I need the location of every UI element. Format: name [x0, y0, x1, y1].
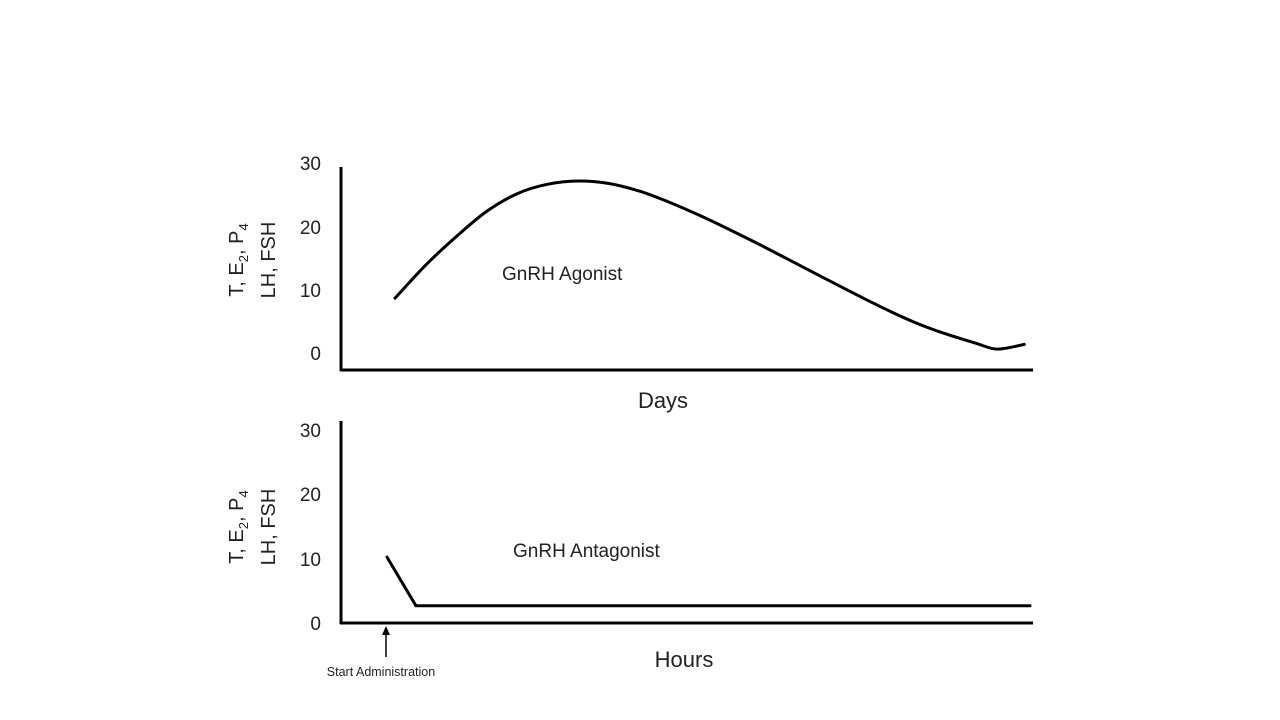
antagonist-annotation: GnRH Antagonist	[513, 541, 661, 562]
agonist-y-label: T, E2, P4 LH, FSH	[226, 222, 280, 299]
agonist-ytick-20: 20	[300, 218, 321, 239]
agonist-y-label-line2: LH, FSH	[258, 222, 280, 299]
start-administration-label: Start Administration	[327, 665, 435, 679]
antagonist-ytick-30: 30	[300, 421, 321, 442]
antagonist-y-label-line2: LH, FSH	[258, 489, 280, 566]
start-administration-arrow-icon	[382, 626, 390, 657]
antagonist-ytick-0: 0	[310, 614, 321, 635]
antagonist-ytick-10: 10	[300, 550, 321, 571]
agonist-chart: 0 10 20 30 T, E2, P4 LH, FSH GnRH Agonis…	[226, 154, 1033, 413]
agonist-ytick-0: 0	[310, 344, 321, 365]
antagonist-chart: 0 10 20 30 T, E2, P4 LH, FSH GnRH Antago…	[226, 421, 1033, 679]
agonist-y-label-line1: T, E2, P4	[226, 223, 251, 296]
agonist-series-line	[393, 179, 1026, 351]
agonist-x-label: Days	[638, 388, 688, 413]
antagonist-ytick-20: 20	[300, 485, 321, 506]
antagonist-y-label-line1: T, E2, P4	[226, 490, 251, 563]
agonist-ytick-10: 10	[300, 281, 321, 302]
antagonist-x-label: Hours	[655, 647, 714, 672]
agonist-ytick-30: 30	[300, 154, 321, 175]
antagonist-series-line	[385, 555, 1032, 608]
antagonist-y-label: T, E2, P4 LH, FSH	[226, 489, 280, 566]
agonist-annotation: GnRH Agonist	[502, 264, 623, 285]
